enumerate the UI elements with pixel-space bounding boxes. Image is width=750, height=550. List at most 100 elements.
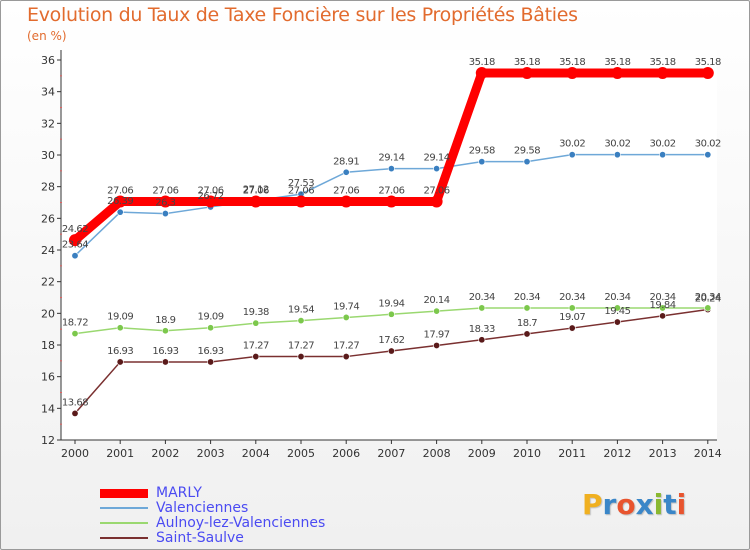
data-point	[566, 66, 579, 79]
x-tick-label: 2004	[242, 447, 270, 460]
x-tick-label: 2008	[423, 447, 451, 460]
data-point	[613, 151, 621, 159]
legend-swatch-saint-saulve	[100, 537, 148, 539]
legend-label-marly: MARLY	[156, 485, 202, 501]
x-tick-label: 2000	[61, 447, 89, 460]
data-label: 35.18	[469, 57, 495, 68]
data-label: 27.06	[243, 186, 269, 197]
data-point	[478, 336, 486, 344]
data-label: 18.33	[469, 324, 495, 335]
y-tick-label: 16	[41, 371, 55, 384]
data-point	[71, 330, 79, 338]
data-label: 19.54	[288, 305, 314, 316]
data-point	[297, 317, 305, 325]
data-point	[295, 195, 307, 208]
x-tick-label: 2013	[649, 447, 677, 460]
data-label: 17.27	[333, 341, 359, 352]
data-label: 23.64	[62, 240, 88, 251]
data-point	[659, 151, 667, 159]
data-point	[523, 330, 531, 338]
data-point	[159, 195, 172, 208]
data-label: 28.91	[333, 156, 359, 167]
data-point	[523, 304, 531, 312]
data-label: 16.93	[198, 346, 224, 357]
data-label: 29.58	[469, 146, 495, 157]
data-point	[116, 324, 124, 332]
y-tick-label: 22	[41, 276, 55, 289]
data-point	[249, 195, 262, 208]
data-point	[523, 158, 531, 166]
data-point	[478, 304, 486, 312]
y-tick-label: 32	[41, 117, 55, 130]
data-label: 17.62	[378, 335, 404, 346]
data-point	[387, 310, 395, 318]
data-label: 35.18	[604, 57, 630, 68]
data-point	[387, 347, 395, 355]
x-tick-label: 2007	[377, 447, 405, 460]
data-point	[252, 353, 260, 361]
data-label: 20.24	[695, 294, 721, 305]
data-point	[521, 66, 533, 79]
data-point	[656, 66, 669, 79]
data-point	[475, 66, 488, 79]
plot-area	[61, 50, 717, 440]
legend-swatch-valenciennes	[100, 507, 148, 509]
data-label: 17.27	[243, 341, 269, 352]
data-label: 20.34	[604, 292, 630, 303]
x-tick-label: 2001	[106, 447, 134, 460]
data-label: 19.84	[650, 300, 676, 311]
data-point	[701, 66, 714, 79]
data-point	[252, 319, 260, 327]
data-label: 19.07	[559, 312, 585, 323]
legend-label-saint-saulve: Saint-Saulve	[156, 530, 244, 546]
data-label: 19.09	[107, 312, 133, 323]
data-label: 18.7	[517, 318, 537, 329]
legend-swatch-marly	[100, 489, 148, 498]
data-point	[568, 304, 576, 312]
data-label: 27.12	[243, 185, 269, 196]
data-point	[433, 341, 441, 349]
data-label: 18.72	[62, 318, 88, 329]
data-point	[613, 318, 621, 326]
data-label: 27.06	[107, 186, 133, 197]
y-tick-label: 24	[41, 244, 55, 257]
data-label: 19.09	[198, 312, 224, 323]
logo-letter: r	[602, 488, 617, 521]
data-label: 29.14	[424, 153, 450, 164]
data-label: 13.68	[62, 397, 88, 408]
data-point	[207, 358, 215, 366]
data-label: 20.34	[559, 292, 585, 303]
y-tick-label: 28	[41, 181, 55, 194]
data-label: 30.02	[559, 139, 585, 150]
data-point	[433, 165, 441, 173]
data-label: 20.34	[469, 292, 495, 303]
data-label: 16.93	[107, 346, 133, 357]
proxiti-logo: Proxiti	[582, 488, 686, 521]
data-point	[342, 353, 350, 361]
data-label: 35.18	[559, 57, 585, 68]
data-label: 30.02	[604, 139, 630, 150]
data-label: 17.97	[424, 329, 450, 340]
data-label: 20.14	[424, 295, 450, 306]
logo-letter: P	[582, 488, 603, 521]
y-tick-label: 30	[41, 149, 55, 162]
x-tick-label: 2010	[513, 447, 541, 460]
data-point	[207, 324, 215, 332]
legend-label-aulnoy: Aulnoy-lez-Valenciennes	[156, 515, 326, 531]
data-point	[161, 210, 169, 218]
data-point	[613, 304, 621, 312]
legend-swatch-aulnoy	[100, 522, 148, 524]
data-label: 26.72	[198, 191, 224, 202]
x-tick-label: 2005	[287, 447, 315, 460]
data-point	[297, 353, 305, 361]
data-point	[385, 195, 398, 208]
data-label: 19.38	[243, 307, 269, 318]
data-point	[114, 195, 127, 208]
y-tick-label: 12	[41, 434, 55, 447]
data-label: 20.34	[514, 292, 540, 303]
data-label: 27.06	[288, 186, 314, 197]
data-point	[430, 195, 443, 208]
chart-subtitle: (en %)	[27, 29, 67, 43]
x-tick-label: 2003	[197, 447, 225, 460]
